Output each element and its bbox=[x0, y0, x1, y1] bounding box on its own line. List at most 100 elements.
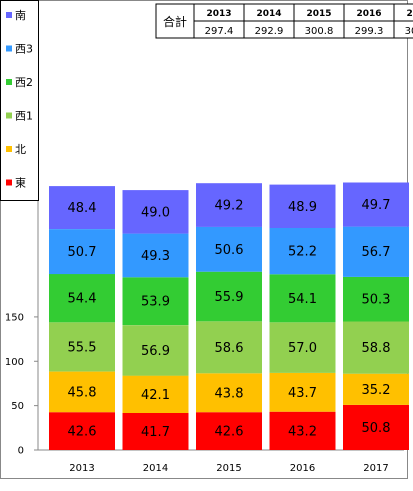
totals-value-2015: 300.8 bbox=[305, 26, 334, 37]
bar-segment-南-2016 bbox=[269, 184, 336, 228]
bar-segment-南-2017 bbox=[343, 182, 409, 227]
data-label-北-2013: 45.8 bbox=[68, 385, 97, 400]
bar-segment-南-2014 bbox=[122, 190, 189, 234]
data-label-西2-2014: 53.9 bbox=[141, 295, 170, 310]
bar-segment-西2-2016 bbox=[269, 274, 336, 323]
bar-segment-東-2017 bbox=[343, 404, 409, 450]
bar-segment-西2-2014 bbox=[122, 277, 189, 326]
legend-swatch-東 bbox=[6, 179, 12, 186]
bar-segment-北-2016 bbox=[269, 372, 336, 412]
legend-label-東: 東 bbox=[15, 177, 26, 190]
data-label-西3-2016: 52.2 bbox=[288, 245, 317, 260]
y-tick-label: 150 bbox=[5, 312, 24, 323]
legend: 南西3 西2 西1 北東 bbox=[0, 0, 39, 201]
legend-label-北: 北 bbox=[15, 143, 26, 156]
data-label-南-2016: 48.9 bbox=[288, 200, 317, 215]
x-tick-label: 2015 bbox=[216, 463, 241, 474]
legend-swatch-西2 bbox=[6, 79, 12, 85]
data-label-西3-2013: 50.7 bbox=[68, 245, 97, 260]
data-label-東-2016: 43.2 bbox=[288, 424, 317, 439]
data-labels-layer: 42.6 45.8 55.5 54.4 50.7 48.4 41.7 42.1 56.9 53.9… bbox=[68, 198, 391, 440]
legend-label-西1: 西1 bbox=[15, 110, 33, 123]
bar-segment-西2-2013 bbox=[49, 274, 115, 323]
x-ticks-layer: 2013 2014 2015 2016 2017 bbox=[69, 463, 388, 474]
data-label-北-2017: 35.2 bbox=[362, 383, 391, 398]
data-label-西1-2016: 57.0 bbox=[288, 341, 317, 356]
bars-layer bbox=[49, 182, 409, 450]
legend-box bbox=[0, 0, 39, 201]
bar-segment-北-2013 bbox=[49, 371, 115, 413]
data-label-南-2013: 48.4 bbox=[68, 201, 97, 216]
bar-segment-南-2015 bbox=[196, 183, 262, 227]
bar-segment-南-2013 bbox=[49, 186, 115, 229]
bar-segment-西3-2015 bbox=[196, 226, 262, 272]
totals-year-2013: 2013 bbox=[206, 9, 231, 19]
data-label-北-2014: 42.1 bbox=[141, 388, 170, 403]
bar-segment-北-2017 bbox=[343, 373, 409, 405]
totals-year-2016: 2016 bbox=[356, 9, 381, 19]
bar-segment-西1-2013 bbox=[49, 322, 115, 372]
legend-label-西2: 西2 bbox=[15, 76, 33, 89]
totals-table: 合計 2013 297.4 2014 292.9 2015 300.8 2016 299.3 20… bbox=[155, 3, 413, 39]
data-label-南-2017: 49.7 bbox=[362, 198, 391, 213]
totals-year-2014: 2014 bbox=[256, 9, 281, 19]
bar-segment-東-2015 bbox=[196, 412, 262, 450]
legend-swatch-南 bbox=[6, 12, 12, 18]
data-label-東-2013: 42.6 bbox=[68, 425, 97, 440]
bar-segment-西3-2013 bbox=[49, 229, 115, 275]
bar-segment-東-2014 bbox=[122, 413, 189, 450]
data-label-西2-2015: 55.9 bbox=[215, 290, 244, 305]
x-tick-label: 2014 bbox=[143, 463, 168, 474]
legend-swatch-西1 bbox=[6, 112, 12, 119]
totals-caption: 合計 bbox=[163, 14, 187, 29]
data-label-西3-2017: 56.7 bbox=[362, 245, 391, 260]
data-label-北-2015: 43.8 bbox=[215, 386, 244, 401]
x-tick-label: 2013 bbox=[69, 463, 94, 474]
bar-segment-北-2015 bbox=[196, 373, 262, 413]
data-label-東-2014: 41.7 bbox=[141, 425, 170, 440]
data-label-西2-2016: 54.1 bbox=[288, 292, 317, 307]
bar-segment-東-2013 bbox=[49, 412, 115, 450]
data-label-西1-2015: 58.6 bbox=[215, 341, 244, 356]
data-label-南-2015: 49.2 bbox=[215, 199, 244, 214]
totals-value-2014: 292.9 bbox=[255, 26, 284, 37]
y-tick-label: 100 bbox=[5, 357, 24, 368]
bar-segment-西3-2014 bbox=[122, 233, 189, 278]
bar-segment-北-2014 bbox=[122, 375, 189, 413]
totals-year-2017: 2017 bbox=[406, 9, 413, 19]
bar-segment-西1-2017 bbox=[343, 321, 409, 374]
data-label-東-2017: 50.8 bbox=[362, 421, 391, 436]
legend-swatch-西3 bbox=[6, 45, 12, 52]
bar-segment-西1-2015 bbox=[196, 321, 262, 374]
x-tick-label: 2016 bbox=[290, 463, 315, 474]
legend-label-南: 南 bbox=[15, 9, 26, 22]
legend-label-西3: 西3 bbox=[15, 43, 33, 56]
totals-year-2015: 2015 bbox=[306, 9, 331, 19]
bar-segment-西1-2014 bbox=[122, 325, 189, 376]
data-label-西1-2017: 58.8 bbox=[362, 341, 391, 356]
data-label-西1-2014: 56.9 bbox=[141, 344, 170, 359]
totals-value-2016: 299.3 bbox=[355, 26, 384, 37]
data-label-西1-2013: 55.5 bbox=[68, 340, 97, 355]
x-tick-label: 2017 bbox=[363, 463, 388, 474]
totals-value-2013: 297.4 bbox=[205, 26, 234, 37]
data-label-南-2014: 49.0 bbox=[141, 205, 170, 220]
data-label-北-2016: 43.7 bbox=[288, 386, 317, 401]
data-label-西2-2013: 54.4 bbox=[68, 292, 97, 307]
bar-segment-東-2016 bbox=[269, 411, 336, 450]
y-tick-label: 50 bbox=[11, 401, 24, 412]
bar-segment-西3-2016 bbox=[269, 228, 336, 275]
totals-value-2017: 301.5 bbox=[405, 26, 413, 37]
bar-segment-西2-2015 bbox=[196, 271, 262, 322]
data-label-西2-2017: 50.3 bbox=[362, 293, 391, 308]
legend-swatch-北 bbox=[6, 146, 12, 152]
y-tick-label: 0 bbox=[18, 446, 24, 457]
bar-segment-西2-2017 bbox=[343, 276, 409, 322]
data-label-西3-2014: 49.3 bbox=[141, 249, 170, 264]
bar-segment-西1-2016 bbox=[269, 322, 336, 373]
y-ticks-layer: 0 50 100 150 bbox=[5, 312, 38, 457]
data-label-東-2015: 42.6 bbox=[215, 425, 244, 440]
bar-segment-西3-2017 bbox=[343, 226, 409, 277]
